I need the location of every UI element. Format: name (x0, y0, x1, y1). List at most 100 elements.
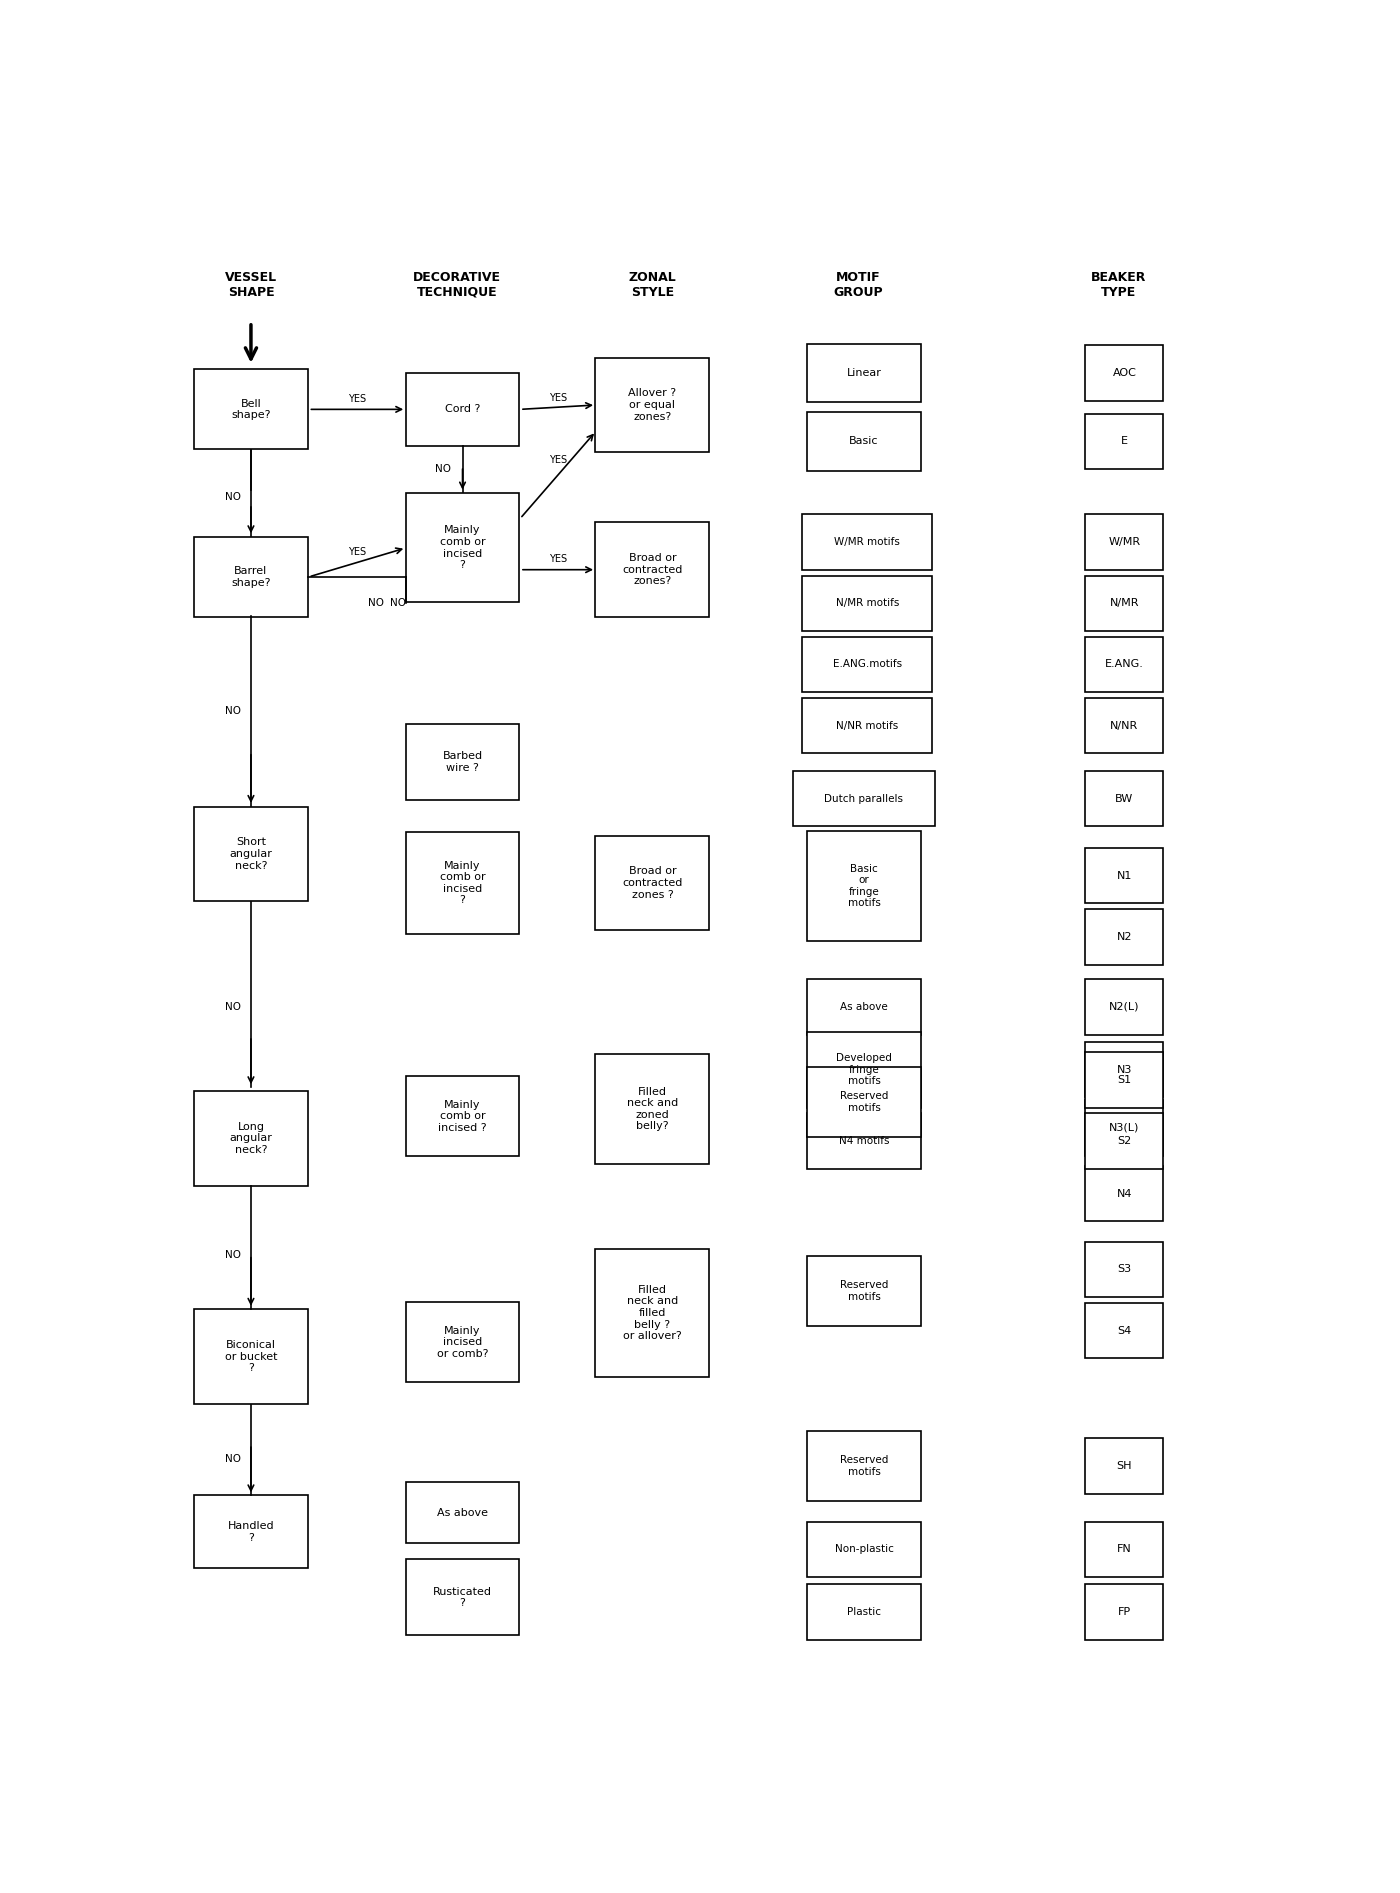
FancyBboxPatch shape (1085, 1439, 1163, 1494)
Text: N/NR motifs: N/NR motifs (836, 721, 899, 731)
FancyBboxPatch shape (1085, 1302, 1163, 1359)
Text: N/NR: N/NR (1110, 721, 1138, 731)
Text: Non-plastic: Non-plastic (834, 1545, 893, 1554)
Text: Mainly
incised
or comb?: Mainly incised or comb? (437, 1325, 489, 1359)
Text: Basic: Basic (850, 437, 879, 447)
Text: DECORATIVE
TECHNIQUE: DECORATIVE TECHNIQUE (413, 271, 501, 299)
FancyBboxPatch shape (595, 835, 710, 931)
FancyBboxPatch shape (806, 1032, 921, 1107)
Text: As above: As above (437, 1507, 489, 1518)
FancyBboxPatch shape (802, 515, 932, 570)
Text: BEAKER
TYPE: BEAKER TYPE (1091, 271, 1147, 299)
FancyBboxPatch shape (806, 413, 921, 471)
Text: AOC: AOC (1113, 367, 1137, 379)
FancyBboxPatch shape (1085, 848, 1163, 903)
FancyBboxPatch shape (1085, 345, 1163, 401)
FancyBboxPatch shape (1085, 1113, 1163, 1168)
Text: NO: NO (224, 1001, 241, 1013)
FancyBboxPatch shape (406, 373, 519, 447)
Text: W/MR: W/MR (1109, 538, 1141, 547)
Text: FP: FP (1117, 1607, 1131, 1617)
Text: Bell
shape?: Bell shape? (231, 399, 270, 420)
FancyBboxPatch shape (1085, 1100, 1163, 1155)
FancyBboxPatch shape (595, 1054, 710, 1164)
FancyBboxPatch shape (195, 369, 308, 449)
Text: S1: S1 (1117, 1075, 1131, 1085)
FancyBboxPatch shape (1085, 1522, 1163, 1577)
Text: YES: YES (549, 456, 567, 466)
FancyBboxPatch shape (802, 699, 932, 753)
FancyBboxPatch shape (1085, 699, 1163, 753)
FancyBboxPatch shape (195, 1310, 308, 1405)
Text: Mainly
comb or
incised
?: Mainly comb or incised ? (440, 526, 486, 570)
FancyBboxPatch shape (406, 494, 519, 602)
Text: Linear: Linear (847, 367, 882, 379)
Text: YES: YES (549, 392, 567, 403)
Text: Reserved
motifs: Reserved motifs (840, 1280, 888, 1302)
FancyBboxPatch shape (195, 806, 308, 901)
Text: Filled
neck and
filled
belly ?
or allover?: Filled neck and filled belly ? or allove… (623, 1285, 682, 1342)
FancyBboxPatch shape (406, 1302, 519, 1382)
FancyBboxPatch shape (406, 1560, 519, 1636)
Text: N/MR motifs: N/MR motifs (836, 598, 899, 608)
Text: S4: S4 (1117, 1325, 1131, 1336)
FancyBboxPatch shape (406, 1077, 519, 1157)
Text: YES: YES (549, 555, 567, 564)
Text: NO: NO (435, 464, 451, 473)
Text: Handled
?: Handled ? (228, 1520, 274, 1543)
Text: NO: NO (391, 598, 406, 608)
Text: S2: S2 (1117, 1136, 1131, 1145)
Text: N1: N1 (1117, 871, 1133, 880)
Text: N3: N3 (1117, 1064, 1133, 1075)
Text: Rusticated
?: Rusticated ? (433, 1586, 491, 1609)
FancyBboxPatch shape (595, 358, 710, 452)
FancyBboxPatch shape (806, 1522, 921, 1577)
Text: Mainly
comb or
incised
?: Mainly comb or incised ? (440, 861, 486, 905)
Text: Developed
fringe
motifs: Developed fringe motifs (836, 1053, 892, 1087)
FancyBboxPatch shape (406, 1482, 519, 1543)
Text: NO: NO (368, 598, 384, 608)
Text: N4 motifs: N4 motifs (839, 1136, 889, 1145)
Text: Biconical
or bucket
?: Biconical or bucket ? (224, 1340, 277, 1374)
FancyBboxPatch shape (1085, 1041, 1163, 1098)
Text: N2(L): N2(L) (1109, 1001, 1140, 1013)
FancyBboxPatch shape (195, 538, 308, 617)
FancyBboxPatch shape (1085, 1166, 1163, 1221)
FancyBboxPatch shape (806, 1113, 921, 1168)
Text: N2: N2 (1117, 931, 1133, 943)
FancyBboxPatch shape (1085, 909, 1163, 965)
FancyBboxPatch shape (794, 770, 935, 825)
FancyBboxPatch shape (806, 345, 921, 401)
FancyBboxPatch shape (1085, 415, 1163, 469)
Text: N4: N4 (1117, 1189, 1133, 1198)
FancyBboxPatch shape (1085, 1053, 1163, 1107)
Text: Barrel
shape?: Barrel shape? (231, 566, 270, 589)
Text: Broad or
contracted
zones ?: Broad or contracted zones ? (622, 867, 683, 899)
Text: Mainly
comb or
incised ?: Mainly comb or incised ? (438, 1100, 487, 1132)
FancyBboxPatch shape (806, 979, 921, 1035)
Text: Cord ?: Cord ? (445, 405, 480, 415)
Text: E.ANG.motifs: E.ANG.motifs (833, 659, 902, 670)
Text: Basic
or
fringe
motifs: Basic or fringe motifs (847, 863, 881, 909)
Text: NO: NO (224, 706, 241, 716)
Text: S3: S3 (1117, 1265, 1131, 1274)
FancyBboxPatch shape (802, 575, 932, 630)
FancyBboxPatch shape (195, 1090, 308, 1185)
FancyBboxPatch shape (806, 1068, 921, 1136)
Text: ZONAL
STYLE: ZONAL STYLE (629, 271, 676, 299)
Text: Short
angular
neck?: Short angular neck? (230, 837, 273, 871)
Text: Long
angular
neck?: Long angular neck? (230, 1121, 273, 1155)
Text: YES: YES (349, 394, 367, 405)
Text: E.ANG.: E.ANG. (1105, 659, 1144, 670)
Text: Dutch parallels: Dutch parallels (825, 793, 903, 803)
Text: Plastic: Plastic (847, 1607, 881, 1617)
Text: NO: NO (224, 492, 241, 502)
Text: N3(L): N3(L) (1109, 1123, 1140, 1134)
FancyBboxPatch shape (1085, 1584, 1163, 1639)
FancyBboxPatch shape (806, 1431, 921, 1501)
FancyBboxPatch shape (406, 833, 519, 933)
FancyBboxPatch shape (1085, 636, 1163, 693)
Text: MOTIF
GROUP: MOTIF GROUP (834, 271, 883, 299)
Text: BW: BW (1116, 793, 1134, 803)
FancyBboxPatch shape (1085, 515, 1163, 570)
